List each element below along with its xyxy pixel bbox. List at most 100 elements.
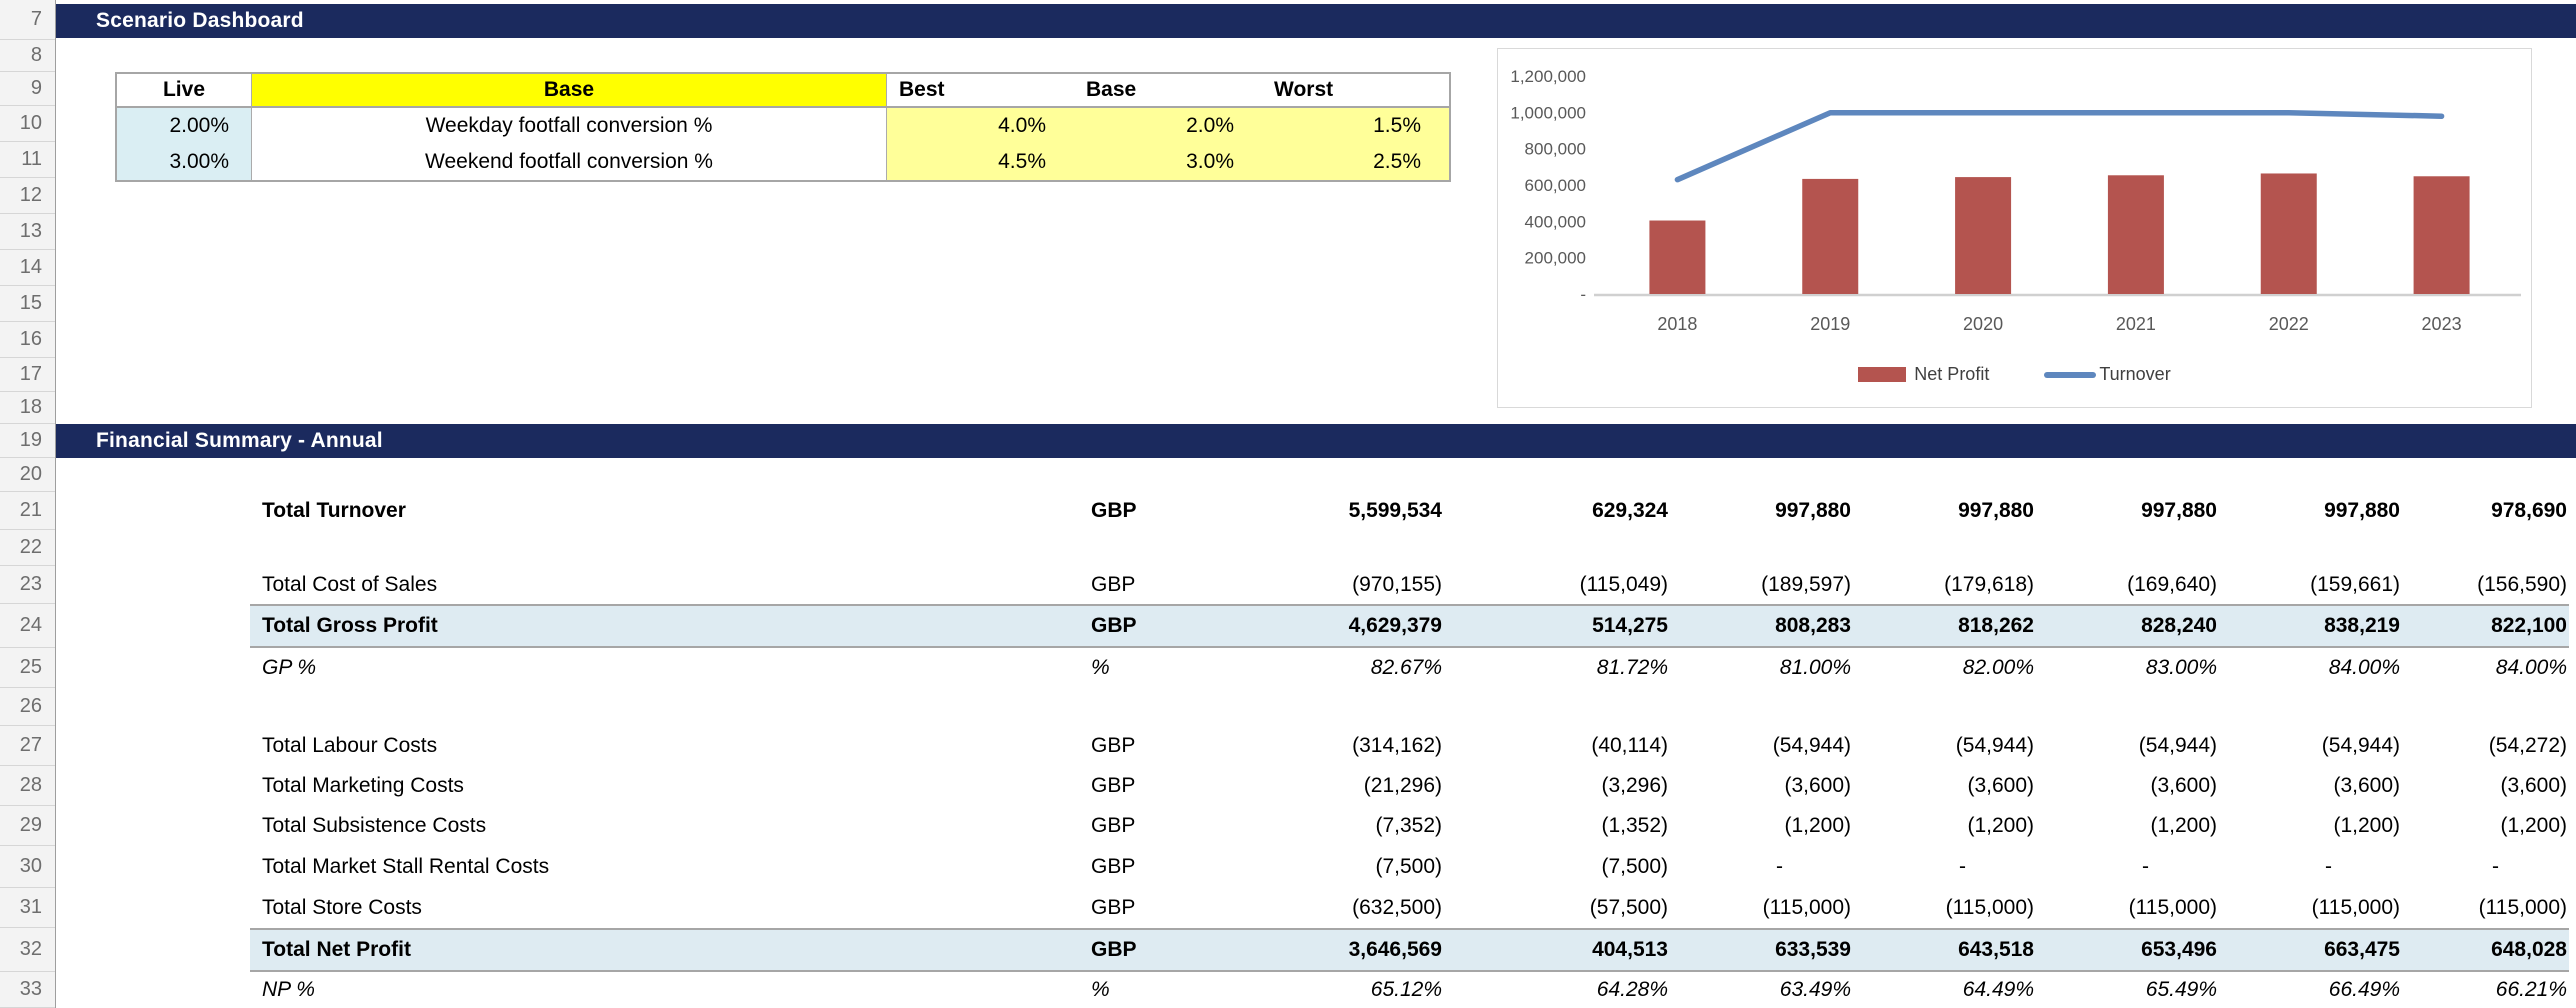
- row-header-9[interactable]: 9: [0, 72, 55, 106]
- value-cell-total-subsistence-costs-6[interactable]: (1,200): [2500, 814, 2567, 837]
- value-cell-total-marketing-costs-4[interactable]: (3,600): [2150, 774, 2217, 797]
- value-cell-total-subsistence-costs-1[interactable]: (1,352): [1601, 814, 1668, 837]
- value-cell-total-net-profit-4[interactable]: 653,496: [2141, 938, 2217, 961]
- best-value-cell-0[interactable]: 4.0%: [887, 108, 1074, 144]
- value-cell-total-market-stall-rental-costs-3[interactable]: -: [1959, 855, 1966, 878]
- row-header-16[interactable]: 16: [0, 322, 55, 358]
- value-cell-total-marketing-costs-0[interactable]: (21,296): [1363, 774, 1442, 797]
- value-cell-total-store-costs-6[interactable]: (115,000): [2478, 896, 2567, 919]
- value-cell-total-turnover-0[interactable]: 5,599,534: [1348, 499, 1442, 522]
- row-header-30[interactable]: 30: [0, 846, 55, 888]
- value-cell-gp-1[interactable]: 81.72%: [1596, 656, 1668, 679]
- value-cell-gp-2[interactable]: 81.00%: [1779, 656, 1851, 679]
- value-cell-total-cost-of-sales-0[interactable]: (970,155): [1352, 573, 1442, 596]
- value-cell-np-3[interactable]: 64.49%: [1962, 978, 2034, 1001]
- best-value-cell-1[interactable]: 4.5%: [887, 144, 1074, 180]
- value-cell-total-net-profit-2[interactable]: 633,539: [1775, 938, 1851, 961]
- value-cell-total-labour-costs-1[interactable]: (40,114): [1591, 734, 1668, 757]
- value-cell-total-labour-costs-4[interactable]: (54,944): [2138, 734, 2217, 757]
- value-cell-total-store-costs-2[interactable]: (115,000): [1762, 896, 1851, 919]
- value-cell-np-6[interactable]: 66.21%: [2495, 978, 2567, 1001]
- value-cell-total-cost-of-sales-5[interactable]: (159,661): [2310, 573, 2400, 596]
- value-cell-total-marketing-costs-3[interactable]: (3,600): [1967, 774, 2034, 797]
- value-cell-total-turnover-2[interactable]: 997,880: [1775, 499, 1851, 522]
- value-cell-total-marketing-costs-5[interactable]: (3,600): [2333, 774, 2400, 797]
- value-cell-total-labour-costs-2[interactable]: (54,944): [1772, 734, 1851, 757]
- value-cell-np-5[interactable]: 66.49%: [2328, 978, 2400, 1001]
- value-cell-total-turnover-6[interactable]: 978,690: [2491, 499, 2567, 522]
- value-cell-total-subsistence-costs-0[interactable]: (7,352): [1375, 814, 1442, 837]
- value-cell-total-cost-of-sales-3[interactable]: (179,618): [1944, 573, 2034, 596]
- row-header-19[interactable]: 19: [0, 424, 55, 458]
- value-cell-gp-6[interactable]: 84.00%: [2495, 656, 2567, 679]
- row-header-29[interactable]: 29: [0, 806, 55, 846]
- value-cell-total-market-stall-rental-costs-5[interactable]: -: [2325, 855, 2332, 878]
- value-cell-total-gross-profit-5[interactable]: 838,219: [2324, 614, 2400, 637]
- worst-value-cell-0[interactable]: 1.5%: [1262, 108, 1449, 144]
- value-cell-np-0[interactable]: 65.12%: [1370, 978, 1442, 1001]
- row-header-17[interactable]: 17: [0, 358, 55, 392]
- value-cell-gp-4[interactable]: 83.00%: [2145, 656, 2217, 679]
- row-header-12[interactable]: 12: [0, 178, 55, 214]
- value-cell-total-labour-costs-0[interactable]: (314,162): [1352, 734, 1442, 757]
- row-header-15[interactable]: 15: [0, 286, 55, 322]
- row-header-23[interactable]: 23: [0, 566, 55, 604]
- value-cell-total-turnover-1[interactable]: 629,324: [1592, 499, 1668, 522]
- row-header-32[interactable]: 32: [0, 928, 55, 972]
- value-cell-total-marketing-costs-2[interactable]: (3,600): [1784, 774, 1851, 797]
- row-header-13[interactable]: 13: [0, 214, 55, 250]
- value-cell-total-market-stall-rental-costs-1[interactable]: (7,500): [1601, 855, 1668, 878]
- value-cell-total-marketing-costs-6[interactable]: (3,600): [2500, 774, 2567, 797]
- row-header-20[interactable]: 20: [0, 458, 55, 492]
- row-header-24[interactable]: 24: [0, 604, 55, 648]
- value-cell-total-gross-profit-4[interactable]: 828,240: [2141, 614, 2217, 637]
- value-cell-total-subsistence-costs-4[interactable]: (1,200): [2150, 814, 2217, 837]
- value-cell-total-market-stall-rental-costs-0[interactable]: (7,500): [1375, 855, 1442, 878]
- value-cell-total-net-profit-6[interactable]: 648,028: [2491, 938, 2567, 961]
- row-header-26[interactable]: 26: [0, 688, 55, 726]
- value-cell-total-labour-costs-3[interactable]: (54,944): [1955, 734, 2034, 757]
- value-cell-total-net-profit-5[interactable]: 663,475: [2324, 938, 2400, 961]
- value-cell-total-marketing-costs-1[interactable]: (3,296): [1601, 774, 1668, 797]
- row-header-7[interactable]: 7: [0, 0, 55, 40]
- value-cell-gp-0[interactable]: 82.67%: [1370, 656, 1442, 679]
- value-cell-gp-3[interactable]: 82.00%: [1962, 656, 2034, 679]
- row-header-11[interactable]: 11: [0, 142, 55, 178]
- row-header-21[interactable]: 21: [0, 492, 55, 530]
- value-cell-total-gross-profit-3[interactable]: 818,262: [1958, 614, 2034, 637]
- value-cell-total-cost-of-sales-4[interactable]: (169,640): [2127, 573, 2217, 596]
- value-cell-total-gross-profit-2[interactable]: 808,283: [1775, 614, 1851, 637]
- value-cell-np-1[interactable]: 64.28%: [1596, 978, 1668, 1001]
- row-header-10[interactable]: 10: [0, 106, 55, 142]
- value-cell-np-2[interactable]: 63.49%: [1779, 978, 1851, 1001]
- value-cell-gp-5[interactable]: 84.00%: [2328, 656, 2400, 679]
- value-cell-total-subsistence-costs-2[interactable]: (1,200): [1784, 814, 1851, 837]
- live-value-cell-0[interactable]: 2.00%: [117, 108, 252, 144]
- value-cell-total-store-costs-0[interactable]: (632,500): [1352, 896, 1442, 919]
- value-cell-total-gross-profit-0[interactable]: 4,629,379: [1348, 614, 1442, 637]
- row-header-25[interactable]: 25: [0, 648, 55, 688]
- row-header-31[interactable]: 31: [0, 888, 55, 928]
- value-cell-total-cost-of-sales-6[interactable]: (156,590): [2477, 573, 2567, 596]
- row-header-27[interactable]: 27: [0, 726, 55, 766]
- row-header-28[interactable]: 28: [0, 766, 55, 806]
- row-header-33[interactable]: 33: [0, 972, 55, 1008]
- value-cell-total-labour-costs-6[interactable]: (54,272): [2488, 734, 2567, 757]
- value-cell-total-store-costs-1[interactable]: (57,500): [1589, 896, 1668, 919]
- value-cell-np-4[interactable]: 65.49%: [2145, 978, 2217, 1001]
- value-cell-total-gross-profit-1[interactable]: 514,275: [1592, 614, 1668, 637]
- value-cell-total-turnover-4[interactable]: 997,880: [2141, 499, 2217, 522]
- row-header-8[interactable]: 8: [0, 40, 55, 72]
- value-cell-total-turnover-5[interactable]: 997,880: [2324, 499, 2400, 522]
- value-cell-total-market-stall-rental-costs-2[interactable]: -: [1776, 855, 1783, 878]
- worst-value-cell-1[interactable]: 2.5%: [1262, 144, 1449, 180]
- value-cell-total-store-costs-3[interactable]: (115,000): [1945, 896, 2034, 919]
- live-value-cell-1[interactable]: 3.00%: [117, 144, 252, 180]
- row-header-14[interactable]: 14: [0, 250, 55, 286]
- value-cell-total-gross-profit-6[interactable]: 822,100: [2491, 614, 2567, 637]
- value-cell-total-subsistence-costs-5[interactable]: (1,200): [2333, 814, 2400, 837]
- value-cell-total-subsistence-costs-3[interactable]: (1,200): [1967, 814, 2034, 837]
- value-cell-total-market-stall-rental-costs-6[interactable]: -: [2492, 855, 2499, 878]
- base-value-cell-0[interactable]: 2.0%: [1074, 108, 1262, 144]
- value-cell-total-store-costs-4[interactable]: (115,000): [2128, 896, 2217, 919]
